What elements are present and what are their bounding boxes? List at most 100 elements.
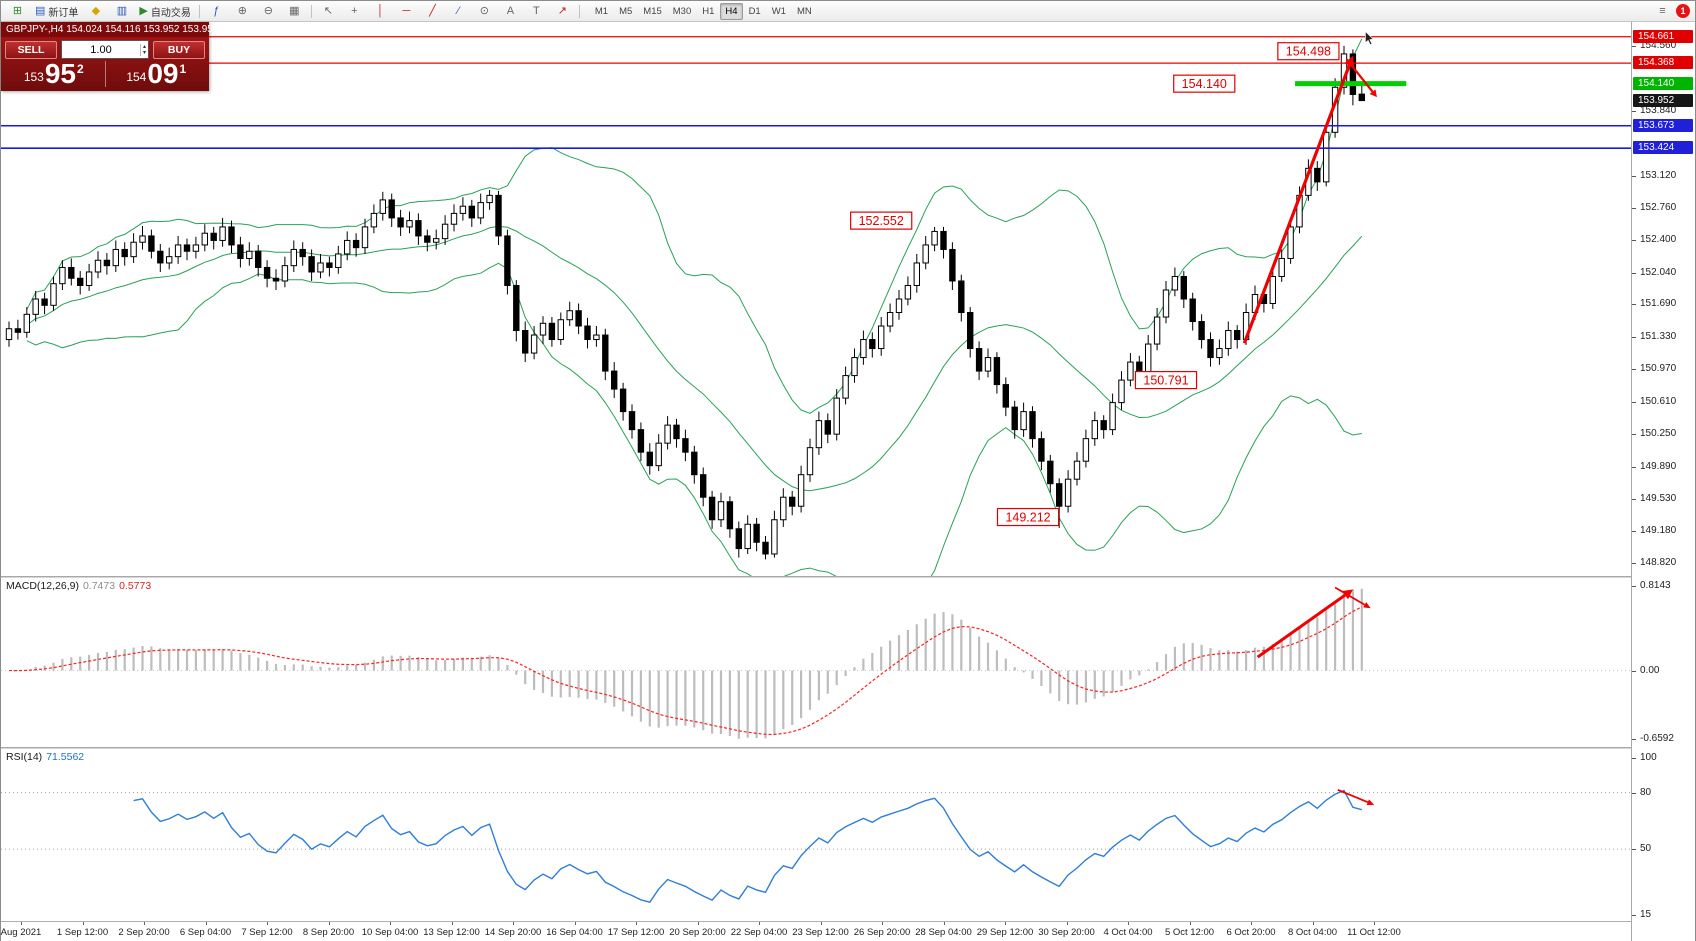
- text-label-tool-button[interactable]: T: [524, 2, 549, 20]
- price-badge: 154.661: [1633, 29, 1693, 43]
- sell-button[interactable]: SELL: [5, 40, 57, 59]
- sell-price-big-figure: 153: [23, 70, 44, 84]
- metaeditor-icon: ◆: [91, 4, 101, 17]
- time-label: 8 Oct 04:00: [1287, 927, 1338, 938]
- new-order-button[interactable]: ▤ 新订单: [31, 2, 82, 20]
- price-badge: 154.368: [1633, 56, 1693, 70]
- main-chart-canvas[interactable]: 154.498 154.140 152.552 150.791 149.212: [1, 22, 1631, 576]
- autotrading-icon: ▶: [139, 4, 148, 17]
- menu-button[interactable]: ≡: [1650, 2, 1675, 20]
- buy-price[interactable]: 154 09 1: [108, 58, 206, 89]
- time-label: 29 Sep 12:00: [976, 927, 1034, 938]
- indicators-button[interactable]: ƒ: [204, 2, 229, 20]
- timeframe-w1[interactable]: W1: [771, 5, 786, 17]
- time-label: 6 Oct 20:00: [1226, 927, 1276, 938]
- time-tick: [390, 922, 391, 925]
- time-label: Aug 2021: [0, 927, 42, 938]
- macd-header: MACD(12,26,9) 0.7473 0.5773: [6, 580, 151, 592]
- time-tick: [205, 922, 207, 925]
- timeframe-h4[interactable]: H4: [720, 2, 743, 20]
- price-tick: 152.040: [1632, 267, 1676, 279]
- time-tick: [82, 922, 84, 925]
- svg-text:154.140: 154.140: [1182, 77, 1227, 91]
- time-label: 16 Sep 04:00: [546, 927, 603, 938]
- arrows-tool-button[interactable]: ↗: [550, 2, 575, 20]
- cycle-lines-tool-button[interactable]: ⊙: [472, 2, 497, 20]
- time-label: 4 Oct 04:00: [1103, 927, 1153, 938]
- timeframe-mn[interactable]: MN: [796, 5, 812, 17]
- price-tick: 150.250: [1632, 428, 1676, 440]
- vertical-line-icon: │: [376, 4, 384, 17]
- time-tick: [1066, 922, 1068, 925]
- time-tick: [451, 922, 453, 925]
- rsi-canvas[interactable]: [1, 749, 1631, 921]
- clock-icon: ⊙: [479, 4, 489, 17]
- time-label: 28 Sep 04:00: [915, 927, 972, 938]
- crosshair-tool-button[interactable]: +: [342, 2, 367, 20]
- text-icon: A: [506, 4, 515, 17]
- buy-button[interactable]: BUY: [153, 40, 205, 59]
- timeframe-m30[interactable]: M30: [672, 5, 692, 17]
- timeframe-d1[interactable]: D1: [748, 5, 761, 17]
- zoom-in-button[interactable]: ⊕: [230, 2, 255, 20]
- notification-badge[interactable]: 1: [1676, 4, 1690, 18]
- cursor-tool-button[interactable]: ↖: [316, 2, 341, 20]
- time-tick: [820, 922, 822, 925]
- buy-price-point: 1: [179, 62, 187, 76]
- metaeditor-button[interactable]: ◆: [83, 2, 108, 20]
- new-order-label: 新订单: [48, 7, 79, 19]
- autotrading-label: 自动交易: [150, 7, 191, 19]
- plot-column: 154.498 154.140 152.552 150.791 149.212 GBPJ…: [1, 22, 1631, 941]
- channel-tool-button[interactable]: ∕: [446, 2, 471, 20]
- text-tool-button[interactable]: A: [498, 2, 523, 20]
- time-label: 11 Oct 12:00: [1347, 927, 1401, 938]
- panel-separator[interactable]: [1, 747, 1631, 749]
- sell-price[interactable]: 153 95 2: [5, 60, 103, 88]
- new-chart-icon[interactable]: ⊞: [5, 2, 30, 20]
- arrows-icon: ↗: [557, 4, 567, 17]
- timeframe-m1[interactable]: M1: [594, 5, 609, 17]
- price-badge: 153.424: [1633, 141, 1693, 155]
- volume-up-button[interactable]: ▴: [142, 43, 146, 50]
- timeframe-m15[interactable]: M15: [643, 5, 662, 17]
- timeframe-m5[interactable]: M5: [619, 5, 633, 17]
- new-chart-glyph: ⊞: [12, 4, 23, 17]
- time-tick: [759, 922, 760, 925]
- chart-workspace: 154.498 154.140 152.552 150.791 149.212 GBPJ…: [1, 22, 1695, 941]
- time-label: 26 Sep 20:00: [853, 927, 911, 938]
- macd-canvas[interactable]: [1, 578, 1631, 747]
- toolbar-separator: [310, 4, 312, 18]
- time-tick: [943, 922, 945, 925]
- timeframe-h1[interactable]: H1: [702, 5, 715, 17]
- buy-price-pips: 09: [147, 58, 179, 89]
- panel-separator[interactable]: [1, 576, 1631, 578]
- time-label: 13 Sep 12:00: [423, 927, 480, 938]
- price-badge: 153.673: [1633, 118, 1693, 132]
- volume-down-button[interactable]: ▾: [142, 49, 146, 56]
- toolbar-separator: [198, 4, 200, 18]
- price-badge: 154.140: [1633, 76, 1693, 90]
- trendline-tool-button[interactable]: ╱: [420, 2, 445, 20]
- macd-signal-value: 0.5773: [119, 580, 152, 592]
- volume-input[interactable]: [62, 42, 140, 57]
- autotrading-button[interactable]: ▶ 自动交易: [135, 2, 194, 20]
- time-label: 30 Sep 20:00: [1038, 927, 1095, 938]
- horizontal-line-tool-button[interactable]: ─: [394, 2, 419, 20]
- time-tick: [882, 922, 883, 925]
- market-watch-button[interactable]: ▥: [109, 2, 134, 20]
- price-axis[interactable]: 154.560 153.840 153.120 152.760 152.400 152.0…: [1631, 22, 1695, 941]
- macd-panel: MACD(12,26,9) 0.7473 0.5773: [1, 578, 1631, 747]
- zoom-in-icon: ⊕: [237, 4, 247, 17]
- macd-axis-label: 0.00: [1632, 665, 1659, 677]
- zoom-out-button[interactable]: ⊖: [256, 2, 281, 20]
- time-label: 7 Sep 12:00: [241, 927, 293, 938]
- volume-stepper[interactable]: ▴▾: [61, 40, 149, 59]
- time-axis[interactable]: Aug 2021 1 Sep 12:00 2 Sep 20:00 6 Sep 04:0…: [1, 921, 1631, 941]
- price-tick: 153.120: [1632, 170, 1676, 182]
- price-tick: 150.970: [1632, 363, 1676, 375]
- price-tick: 148.820: [1632, 557, 1676, 569]
- vertical-line-tool-button[interactable]: │: [368, 2, 393, 20]
- macd-main-value: 0.7473: [82, 580, 116, 592]
- tile-windows-button[interactable]: ▦: [282, 2, 307, 20]
- svg-text:154.498: 154.498: [1286, 45, 1331, 59]
